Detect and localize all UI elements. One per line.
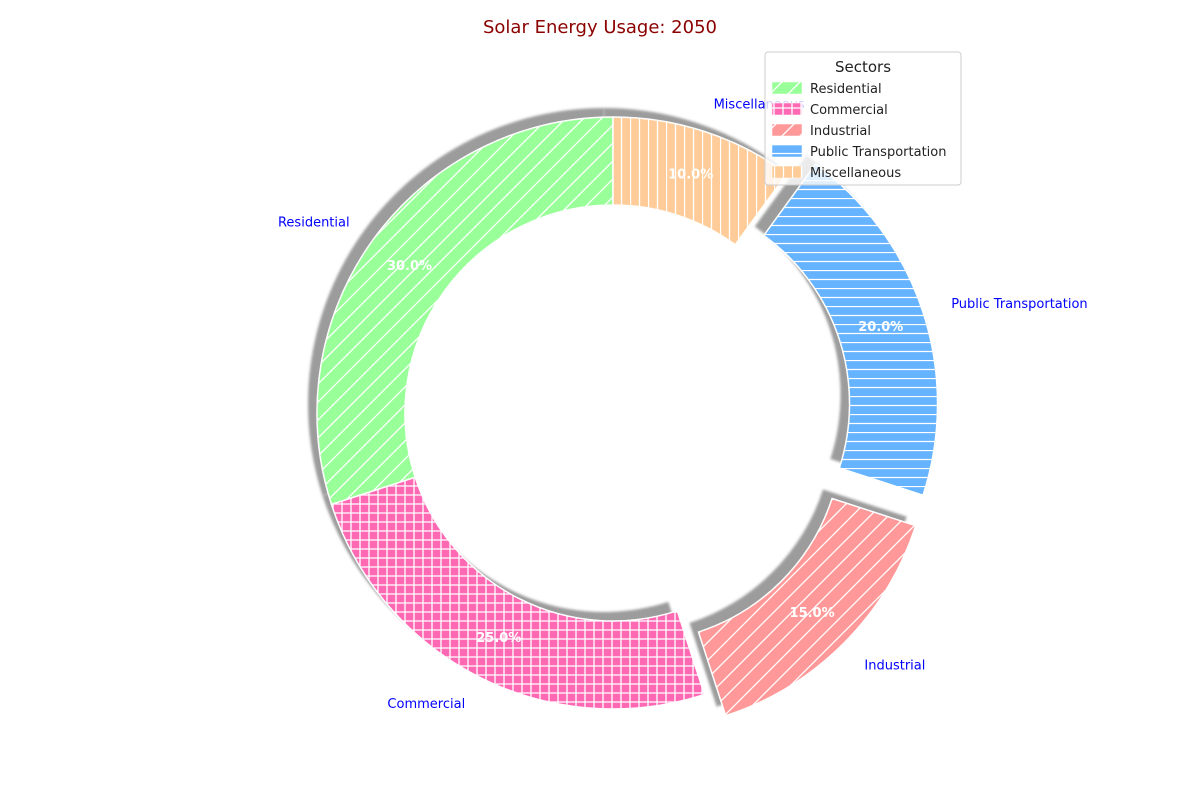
legend-swatch-industrial — [771, 123, 803, 137]
chart-title: Solar Energy Usage: 2050 — [483, 17, 717, 38]
legend-swatch-residential — [771, 81, 803, 95]
legend-title: Sectors — [835, 58, 891, 76]
legend-items: Residential Commercial Industrial Public Tr… — [771, 81, 946, 181]
category-label-commercial: Commercial — [387, 697, 465, 712]
legend-frame — [764, 51, 962, 186]
legend-swatch-miscellaneous — [771, 165, 803, 179]
pct-label-public-transportation: 20.0% — [858, 320, 903, 335]
legend-swatch-public-transportation — [771, 144, 803, 158]
legend-label-residential: Residential — [810, 82, 882, 97]
wedge-miscellaneous — [612, 116, 789, 246]
legend-label-miscellaneous: Miscellaneous — [810, 166, 901, 181]
pct-label-residential: 30.0% — [387, 259, 432, 274]
wedge-layer — [316, 116, 939, 717]
legend-label-public-transportation: Public Transportation — [810, 145, 946, 160]
wedge-industrial — [697, 497, 917, 717]
wedge-public-transportation — [762, 163, 939, 497]
legend-label-commercial: Commercial — [810, 103, 888, 118]
wedge-commercial — [330, 476, 706, 710]
category-label-residential: Residential — [278, 216, 350, 231]
legend-swatch-commercial — [771, 102, 803, 116]
wedge-residential — [316, 116, 614, 506]
legend-label-industrial: Industrial — [810, 124, 871, 139]
pct-label-commercial: 25.0% — [476, 631, 521, 646]
legend: Sectors Residential Commercial Industrial P… — [764, 51, 962, 186]
pct-label-industrial: 15.0% — [790, 606, 835, 621]
pct-label-miscellaneous: 10.0% — [668, 168, 713, 183]
category-label-public-transportation: Public Transportation — [951, 297, 1087, 312]
category-label-industrial: Industrial — [864, 658, 925, 673]
